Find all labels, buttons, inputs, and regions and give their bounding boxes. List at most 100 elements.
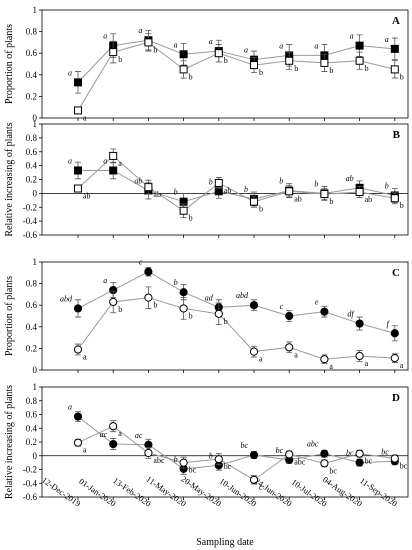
marker — [355, 319, 364, 328]
y-tick-label: 0.4 — [26, 322, 38, 332]
significance-letter: c — [139, 258, 143, 267]
marker — [73, 412, 83, 421]
significance-letter: b — [189, 72, 193, 81]
y-tick-label: 0.4 — [26, 423, 38, 433]
marker — [390, 44, 399, 53]
significance-letter: a — [138, 26, 142, 35]
marker — [250, 61, 258, 70]
marker — [355, 458, 364, 467]
y-tick-label: 0.2 — [26, 175, 37, 185]
significance-letter: ac — [100, 430, 108, 439]
significance-letter: ab — [83, 192, 91, 201]
significance-letter: a — [259, 355, 263, 364]
marker — [179, 304, 188, 313]
y-tick-label: 0.4 — [26, 70, 38, 80]
series-line — [77, 271, 395, 334]
marker — [179, 50, 188, 59]
significance-letter: a — [174, 40, 178, 49]
marker — [355, 41, 364, 50]
significance-letter: a — [244, 46, 248, 55]
marker — [320, 459, 329, 468]
plot-frame — [41, 261, 409, 371]
significance-letter: a — [385, 35, 389, 44]
marker — [285, 450, 294, 459]
significance-letter: e — [315, 298, 319, 307]
marker — [285, 343, 294, 352]
marker — [109, 166, 118, 175]
marker — [73, 345, 83, 354]
y-tick-label: 0 — [33, 451, 38, 461]
marker — [179, 65, 188, 74]
significance-letter: b — [400, 72, 404, 81]
panel-label: C — [392, 267, 400, 279]
significance-letter: bc — [240, 441, 248, 450]
significance-letter: b — [118, 305, 122, 314]
marker — [355, 187, 364, 196]
significance-letter: b — [329, 66, 333, 75]
significance-letter: a — [118, 429, 122, 438]
marker — [74, 184, 82, 193]
plot-frame — [41, 9, 409, 119]
significance-letter: b — [224, 56, 228, 65]
y-tick-label: 0.8 — [26, 27, 38, 37]
significance-letter: a — [279, 41, 283, 50]
significance-letter: c — [259, 483, 263, 492]
marker — [320, 355, 329, 364]
significance-letter: a — [400, 361, 404, 370]
y-tick-label: 0.6 — [26, 410, 38, 420]
y-tick-label: 0.6 — [26, 147, 38, 157]
marker — [249, 450, 259, 460]
significance-letter: a — [314, 41, 318, 50]
y-tick-label: 0.2 — [26, 437, 37, 447]
marker — [73, 438, 83, 447]
series-line — [77, 41, 395, 111]
significance-letter: ab — [365, 195, 373, 204]
significance-letter: a — [103, 276, 107, 285]
y-tick-label: 1 — [33, 382, 38, 392]
marker — [320, 190, 329, 199]
marker — [320, 449, 329, 458]
marker — [249, 475, 259, 484]
significance-letter: b — [209, 177, 213, 186]
x-tick-label: 12-Dec-2019 — [40, 475, 82, 509]
significance-letter: a — [103, 156, 107, 165]
significance-letter: bc — [365, 457, 373, 466]
marker — [285, 187, 294, 196]
significance-letter: a — [83, 113, 87, 122]
significance-letter: ac — [135, 431, 143, 440]
significance-letter: b — [244, 185, 248, 194]
significance-letter: b — [385, 181, 389, 190]
significance-letter: a — [103, 32, 107, 41]
series-line — [77, 297, 395, 360]
significance-letter: ab — [224, 186, 232, 195]
significance-letter: c — [280, 302, 284, 311]
marker — [74, 166, 82, 175]
significance-letter: ab — [134, 177, 142, 186]
marker — [320, 307, 329, 316]
marker — [390, 194, 399, 203]
significance-letter: ab — [346, 174, 354, 183]
marker — [109, 297, 118, 307]
marker — [144, 38, 153, 47]
marker — [390, 454, 399, 463]
x-tick-label: 24-Jun-2020 — [253, 476, 294, 509]
marker — [285, 56, 294, 65]
significance-letter: a — [350, 32, 354, 41]
significance-letter: b — [209, 451, 213, 460]
significance-letter: abc — [307, 440, 319, 449]
significance-letter: bc — [381, 447, 389, 456]
y-tick-label: 0.2 — [26, 91, 37, 101]
significance-letter: b — [189, 214, 193, 223]
marker — [144, 183, 153, 192]
significance-letter: abd — [60, 294, 73, 303]
marker — [285, 311, 294, 321]
y-tick-label: 0.8 — [26, 279, 38, 289]
significance-letter: b — [174, 188, 178, 197]
significance-letter: a — [68, 68, 72, 77]
panel-label: B — [393, 129, 401, 141]
marker — [179, 206, 188, 215]
significance-letter: b — [365, 64, 369, 73]
marker — [109, 151, 118, 160]
significance-letter: ab — [294, 194, 302, 203]
